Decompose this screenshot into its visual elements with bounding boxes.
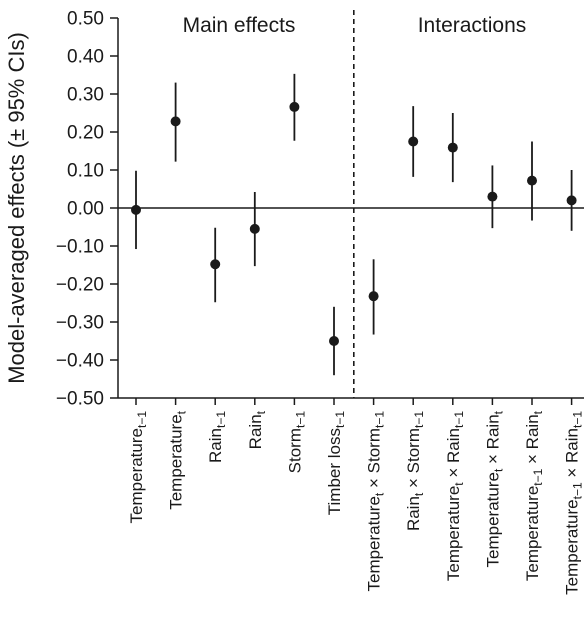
x-tick-label: Temperaturet [167,410,189,509]
x-tick-label: Temperaturet−1 × Raint−1 [563,411,584,595]
y-tick-label: 0.20 [67,123,104,144]
effect-point [527,175,537,186]
effect-point [329,336,339,346]
x-tick-label: Raint × Stormt−1 [404,411,426,531]
x-tick-label: Timber losst−1 [325,411,347,516]
x-tick-label: Temperaturet−1 × Raint [523,410,545,581]
y-tick-label: 0.00 [67,199,104,220]
y-tick-label: −0.50 [56,389,104,410]
x-tick-label: Stormt−1 [285,411,307,474]
y-tick-label: 0.30 [67,85,104,106]
effect-point [487,191,498,202]
x-tick-label: Temperaturet × Stormt−1 [365,411,387,592]
y-tick-label: 0.50 [67,9,104,30]
effect-point [289,101,300,112]
y-ticks: 0.50 0.40 0.30 0.20 0.10 0.00 −0.10 −0.20 −0.30 −… [56,9,118,410]
effect-point [408,136,419,147]
section-label-main-effects: Main effects [183,14,296,37]
section-label-interactions: Interactions [418,14,527,37]
effect-point [210,259,221,270]
section-labels: Main effects Interactions [183,14,527,37]
effect-point [249,223,260,234]
data-marks [131,73,577,376]
y-axis-title-group: Model-averaged effects (± 95% CIs) [4,32,29,384]
effect-point [131,204,141,215]
x-tick-label: Raint [246,410,268,449]
y-tick-label: −0.20 [56,275,104,296]
effect-point [566,195,577,206]
y-tick-label: −0.30 [56,313,104,334]
effect-point [447,142,458,153]
effect-point [170,116,181,127]
y-tick-label: −0.40 [56,351,104,372]
y-axis-title: Model-averaged effects (± 95% CIs) [4,32,29,384]
y-tick-label: 0.40 [67,47,104,68]
x-tick-label: Temperaturet × Raint [483,410,505,567]
x-tick-label: Raint−1 [206,411,228,463]
x-tick-label: Temperaturet−1 [127,411,149,524]
y-tick-label: −0.10 [56,237,104,258]
axes [117,10,584,399]
x-tick-label: Temperaturet × Raint−1 [444,411,466,581]
y-tick-label: 0.10 [67,161,104,182]
effect-point [368,291,379,302]
x-ticks: Temperaturet−1 Temperaturet Raint−1 Raint St… [127,398,584,595]
